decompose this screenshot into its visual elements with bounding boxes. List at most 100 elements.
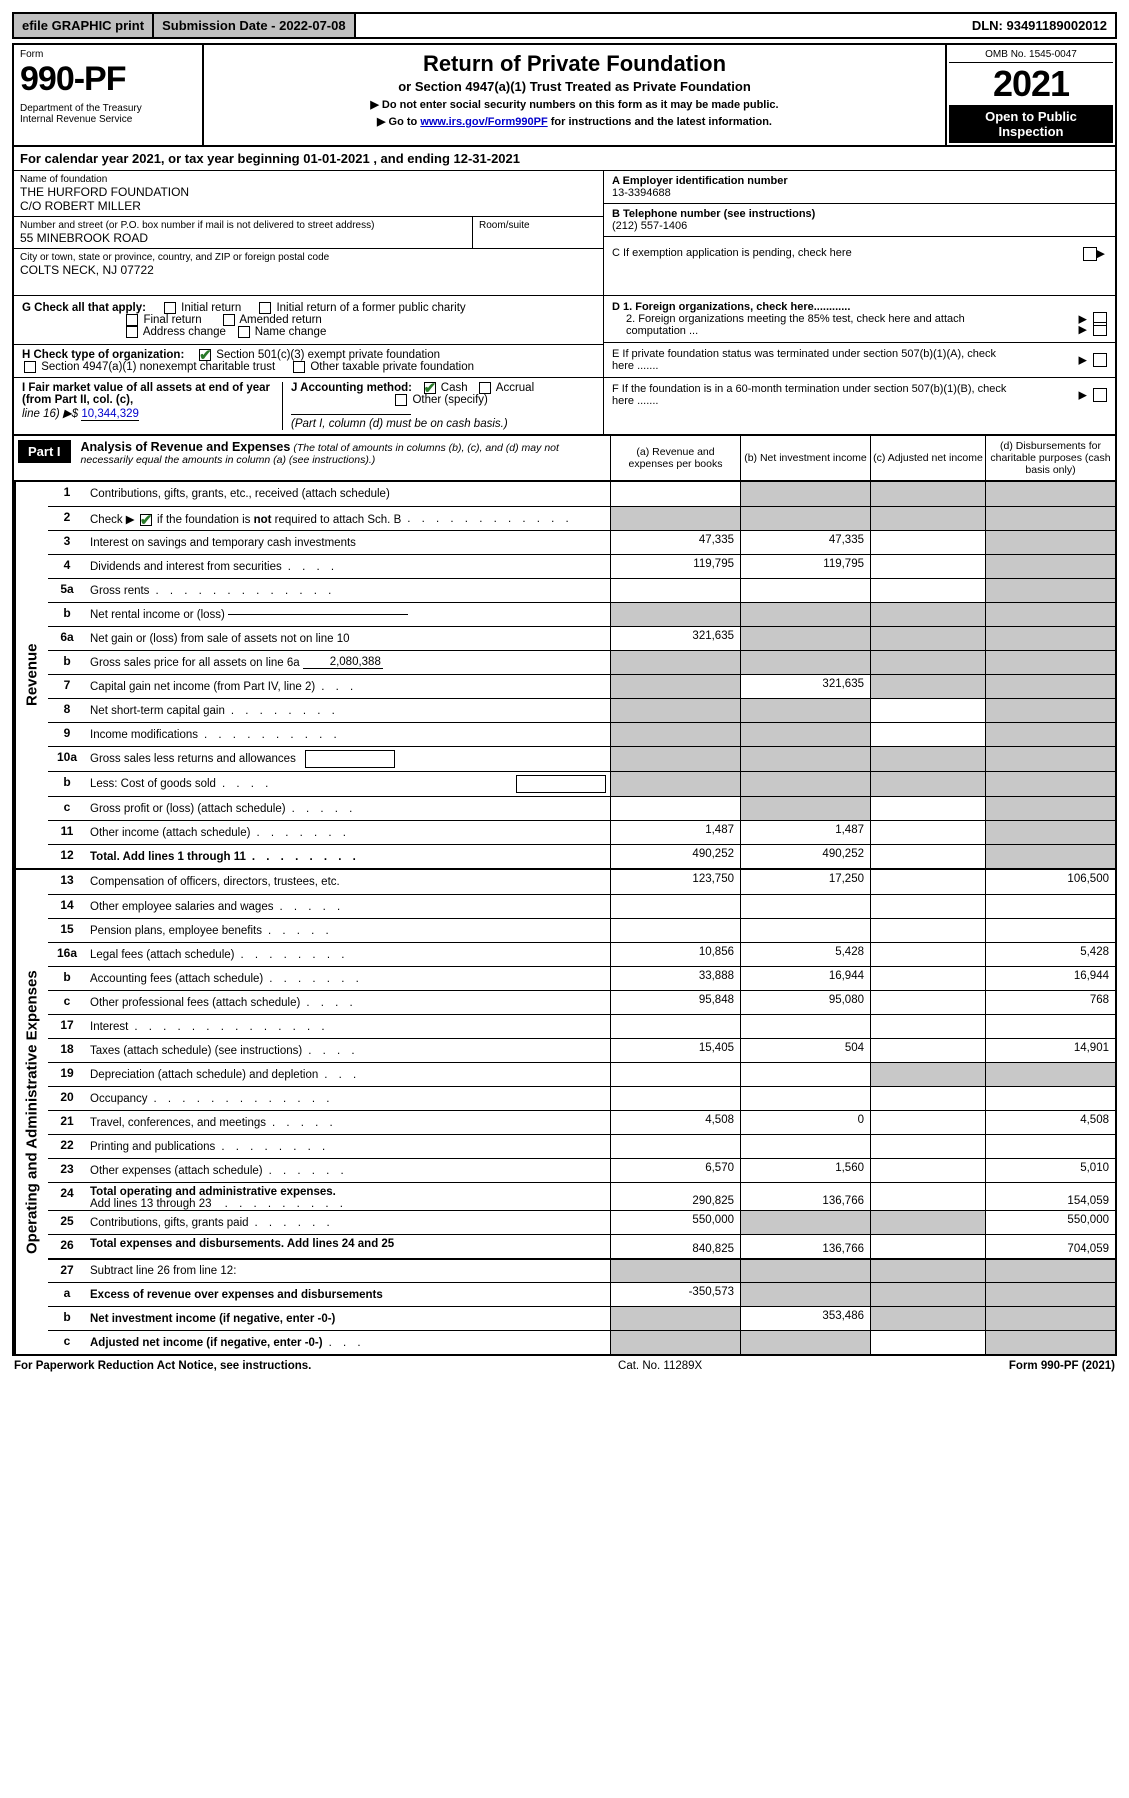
line-4: 4 Dividends and interest from securities… bbox=[48, 554, 1115, 578]
g-amended-return[interactable] bbox=[223, 314, 235, 326]
line-23: 23 Other expenses (attach schedule). . .… bbox=[48, 1158, 1115, 1182]
expenses-section-label: Operating and Administrative Expenses bbox=[14, 870, 48, 1354]
expenses-table: Operating and Administrative Expenses 13… bbox=[12, 870, 1117, 1356]
g-name-change[interactable] bbox=[238, 326, 250, 338]
phone-label: B Telephone number (see instructions) bbox=[612, 208, 815, 220]
line-1: 1 Contributions, gifts, grants, etc., re… bbox=[48, 482, 1115, 506]
c-checkbox[interactable] bbox=[1083, 247, 1097, 261]
footer-left: For Paperwork Reduction Act Notice, see … bbox=[14, 1360, 311, 1372]
g-address-change[interactable] bbox=[126, 326, 138, 338]
line-6a: 6a Net gain or (loss) from sale of asset… bbox=[48, 626, 1115, 650]
ein-label: A Employer identification number bbox=[612, 175, 788, 187]
dln-label: DLN: 93491189002012 bbox=[964, 14, 1115, 37]
line-16b: b Accounting fees (attach schedule). . .… bbox=[48, 966, 1115, 990]
j-cash[interactable] bbox=[424, 382, 436, 394]
form-title: Return of Private Foundation bbox=[210, 51, 939, 77]
col-c-header: (c) Adjusted net income bbox=[870, 436, 985, 480]
line-14: 14 Other employee salaries and wages. . … bbox=[48, 894, 1115, 918]
g-label: G Check all that apply: bbox=[22, 302, 146, 314]
d1-label: D 1. Foreign organizations, check here..… bbox=[612, 301, 850, 313]
j-note: (Part I, column (d) must be on cash basi… bbox=[291, 418, 508, 430]
g-initial-former[interactable] bbox=[259, 302, 271, 314]
submission-date: Submission Date - 2022-07-08 bbox=[154, 14, 356, 37]
city-state-zip: COLTS NECK, NJ 07722 bbox=[20, 263, 597, 277]
page-footer: For Paperwork Reduction Act Notice, see … bbox=[12, 1356, 1117, 1376]
line-22: 22 Printing and publications. . . . . . … bbox=[48, 1134, 1115, 1158]
line-2: 2 Check ▶ if the foundation is not requi… bbox=[48, 506, 1115, 530]
f-label: F If the foundation is in a 60-month ter… bbox=[612, 383, 1012, 407]
d2-label: 2. Foreign organizations meeting the 85%… bbox=[626, 313, 1006, 337]
form-header: Form 990-PF Department of the Treasury I… bbox=[12, 43, 1117, 147]
line-3: 3 Interest on savings and temporary cash… bbox=[48, 530, 1115, 554]
line-13: 13 Compensation of officers, directors, … bbox=[48, 870, 1115, 894]
revenue-table: Revenue 1 Contributions, gifts, grants, … bbox=[12, 482, 1117, 870]
foundation-name: THE HURFORD FOUNDATION C/O ROBERT MILLER bbox=[20, 185, 597, 213]
ein-value: 13-3394688 bbox=[612, 187, 671, 199]
col-a-header: (a) Revenue and expenses per books bbox=[610, 436, 740, 480]
open-to-public-badge: Open to Public Inspection bbox=[949, 105, 1113, 143]
tax-year: 2021 bbox=[949, 63, 1113, 105]
g-final-return[interactable] bbox=[126, 314, 138, 326]
j-other[interactable] bbox=[395, 394, 407, 406]
line-10c: c Gross profit or (loss) (attach schedul… bbox=[48, 796, 1115, 820]
i-label: I Fair market value of all assets at end… bbox=[22, 382, 270, 406]
line-21: 21 Travel, conferences, and meetings. . … bbox=[48, 1110, 1115, 1134]
form-help-link[interactable]: www.irs.gov/Form990PF bbox=[420, 116, 547, 128]
room-label: Room/suite bbox=[479, 220, 597, 231]
g-initial-return[interactable] bbox=[164, 302, 176, 314]
name-label: Name of foundation bbox=[20, 174, 597, 185]
line-9: 9 Income modifications. . . . . . . . . … bbox=[48, 722, 1115, 746]
h-label: H Check type of organization: bbox=[22, 349, 184, 361]
line-17: 17 Interest. . . . . . . . . . . . . . bbox=[48, 1014, 1115, 1038]
h-501c3[interactable] bbox=[199, 349, 211, 361]
form-subtitle: or Section 4947(a)(1) Trust Treated as P… bbox=[210, 79, 939, 94]
street-address: 55 MINEBROOK ROAD bbox=[20, 231, 466, 245]
addr-label: Number and street (or P.O. box number if… bbox=[20, 220, 466, 231]
line-26: 26 Total expenses and disbursements. Add… bbox=[48, 1234, 1115, 1258]
c-label: C If exemption application is pending, c… bbox=[612, 247, 852, 259]
line-6b: b Gross sales price for all assets on li… bbox=[48, 650, 1115, 674]
d2-checkbox[interactable] bbox=[1093, 322, 1107, 336]
h-other-taxable[interactable] bbox=[293, 361, 305, 373]
line-18: 18 Taxes (attach schedule) (see instruct… bbox=[48, 1038, 1115, 1062]
line-27a: a Excess of revenue over expenses and di… bbox=[48, 1282, 1115, 1306]
line-16c: c Other professional fees (attach schedu… bbox=[48, 990, 1115, 1014]
form-label: Form bbox=[20, 49, 196, 60]
line-19: 19 Depreciation (attach schedule) and de… bbox=[48, 1062, 1115, 1086]
e-checkbox[interactable] bbox=[1093, 353, 1107, 367]
col-d-header: (d) Disbursements for charitable purpose… bbox=[985, 436, 1115, 480]
dept-label: Department of the Treasury Internal Reve… bbox=[20, 103, 196, 125]
identification-block: Name of foundation THE HURFORD FOUNDATIO… bbox=[12, 171, 1117, 295]
line-5b: b Net rental income or (loss) bbox=[48, 602, 1115, 626]
top-bar: efile GRAPHIC print Submission Date - 20… bbox=[12, 12, 1117, 39]
footer-mid: Cat. No. 11289X bbox=[618, 1360, 702, 1372]
efile-print-button[interactable]: efile GRAPHIC print bbox=[14, 14, 154, 37]
line-10b: b Less: Cost of goods sold. . . . bbox=[48, 771, 1115, 796]
line-10a: 10a Gross sales less returns and allowan… bbox=[48, 746, 1115, 771]
check-options-block: G Check all that apply: Initial return I… bbox=[12, 295, 1117, 436]
line-27: 27 Subtract line 26 from line 12: bbox=[48, 1258, 1115, 1282]
instr-2: ▶ Go to www.irs.gov/Form990PF for instru… bbox=[210, 115, 939, 128]
calendar-year-row: For calendar year 2021, or tax year begi… bbox=[12, 147, 1117, 171]
line-16a: 16a Legal fees (attach schedule). . . . … bbox=[48, 942, 1115, 966]
phone-value: (212) 557-1406 bbox=[612, 220, 687, 232]
j-accrual[interactable] bbox=[479, 382, 491, 394]
col-b-header: (b) Net investment income bbox=[740, 436, 870, 480]
sch-b-checkbox[interactable] bbox=[140, 514, 152, 526]
form-number: 990-PF bbox=[20, 60, 196, 99]
part-i-badge: Part I bbox=[18, 440, 71, 463]
line-8: 8 Net short-term capital gain. . . . . .… bbox=[48, 698, 1115, 722]
omb-number: OMB No. 1545-0047 bbox=[949, 47, 1113, 63]
j-label: J Accounting method: bbox=[291, 382, 412, 394]
line-27c: c Adjusted net income (if negative, ente… bbox=[48, 1330, 1115, 1354]
part-i-header: Part I Analysis of Revenue and Expenses … bbox=[12, 436, 1117, 482]
line-15: 15 Pension plans, employee benefits. . .… bbox=[48, 918, 1115, 942]
part-i-title: Analysis of Revenue and Expenses bbox=[81, 440, 291, 454]
h-4947[interactable] bbox=[24, 361, 36, 373]
line-7: 7 Capital gain net income (from Part IV,… bbox=[48, 674, 1115, 698]
footer-right: Form 990-PF (2021) bbox=[1009, 1360, 1115, 1372]
line-12: 12 Total. Add lines 1 through 11. . . . … bbox=[48, 844, 1115, 868]
f-checkbox[interactable] bbox=[1093, 388, 1107, 402]
line-11: 11 Other income (attach schedule). . . .… bbox=[48, 820, 1115, 844]
e-label: E If private foundation status was termi… bbox=[612, 348, 1012, 372]
